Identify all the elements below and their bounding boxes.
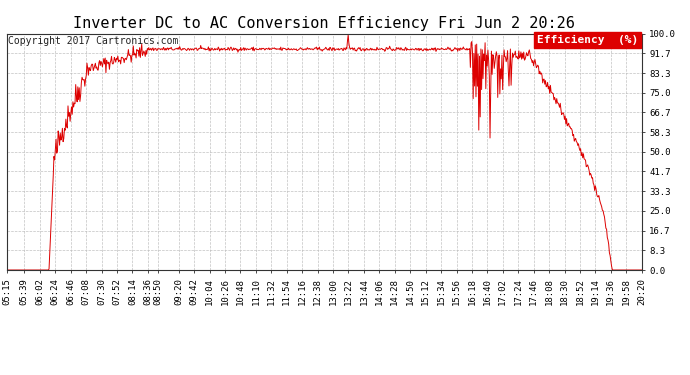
- Text: Efficiency  (%): Efficiency (%): [538, 35, 638, 45]
- Title: Inverter DC to AC Conversion Efficiency Fri Jun 2 20:26: Inverter DC to AC Conversion Efficiency …: [73, 16, 575, 31]
- Text: Copyright 2017 Cartronics.com: Copyright 2017 Cartronics.com: [8, 36, 179, 46]
